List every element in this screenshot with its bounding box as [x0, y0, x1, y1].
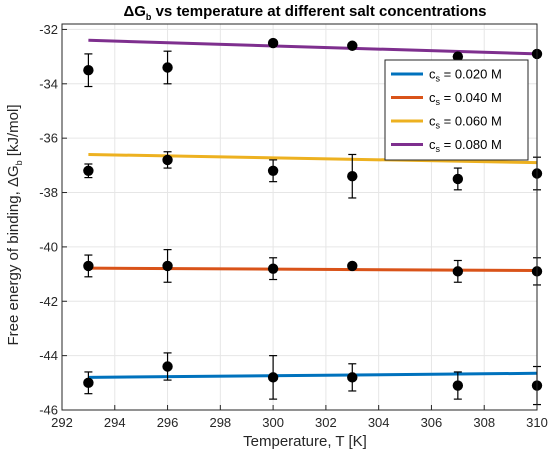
legend-label-c: c — [429, 90, 436, 105]
data-point — [83, 371, 94, 395]
legend-label-c: c — [429, 67, 436, 82]
marker — [452, 380, 464, 391]
x-tick-label: 298 — [209, 415, 231, 430]
y-tick-label: -42 — [39, 294, 58, 309]
ylabel-main: Free energy of binding, ΔG — [5, 165, 22, 345]
data-point — [347, 260, 358, 272]
y-tick-label: -36 — [39, 131, 58, 146]
legend-label-c: c — [429, 114, 436, 129]
marker — [162, 62, 173, 73]
data-point — [83, 53, 94, 88]
legend-label-sub: s — [436, 74, 441, 84]
x-tick-label: 294 — [104, 415, 126, 430]
x-tick-label: 302 — [315, 415, 337, 430]
data-point — [162, 50, 173, 85]
x-tick-label: 292 — [51, 415, 73, 430]
x-tick-label: 296 — [157, 415, 179, 430]
data-point — [452, 167, 464, 191]
title-sub: b — [146, 12, 152, 22]
legend-label-c: c — [429, 137, 436, 152]
tick-marks — [61, 28, 538, 411]
legend: cs = 0.020 Mcs = 0.040 Mcs = 0.060 Mcs =… — [384, 59, 529, 161]
marker — [347, 40, 358, 51]
y-tick-label: -46 — [39, 403, 58, 418]
ylabel-rest: [kJ/mol] — [5, 105, 22, 161]
legend-label: cs = 0.080 M — [429, 137, 502, 154]
title-main: ΔG — [123, 3, 145, 20]
x-tick-labels: 292 294 296 298 300 302 304 306 308 310 — [51, 415, 548, 430]
plot-frame — [61, 23, 538, 411]
fit-line-0.080 — [88, 38, 538, 56]
x-tick-label: 306 — [421, 415, 443, 430]
y-tick-label: -40 — [39, 239, 58, 254]
legend-label-sub: s — [436, 144, 441, 154]
legend-label-rest: = 0.080 M — [440, 137, 502, 152]
marker — [83, 260, 94, 272]
data-point — [452, 371, 464, 400]
marker — [452, 266, 464, 277]
y-tick-labels: -46 -44 -42 -40 -38 -36 -34 -32 — [39, 22, 58, 418]
ylabel-sub: b — [14, 160, 24, 165]
marker — [83, 377, 94, 389]
marker — [347, 372, 358, 383]
y-tick-label: -34 — [39, 76, 58, 91]
marker — [162, 260, 173, 272]
data-point — [452, 259, 464, 283]
data-point — [267, 355, 279, 400]
marker — [267, 263, 279, 274]
legend-label-sub: s — [436, 121, 441, 131]
data-point — [267, 37, 279, 49]
marker — [162, 154, 173, 166]
data-point — [267, 257, 279, 281]
x-axis-label: Temperature, T [K] — [243, 433, 367, 450]
data-point — [347, 153, 358, 199]
fit-line-0.060 — [88, 152, 538, 165]
x-tick-label: 304 — [368, 415, 390, 430]
y-tick-label: -44 — [39, 348, 58, 363]
marker — [452, 51, 464, 62]
data-point — [347, 40, 358, 51]
legend-label: cs = 0.060 M — [429, 114, 502, 131]
marker — [347, 171, 358, 182]
legend-label-rest: = 0.020 M — [440, 67, 502, 82]
data-point — [452, 51, 464, 62]
fit-line-0.020 — [88, 371, 538, 379]
y-axis-label: Free energy of binding, ΔGb [kJ/mol] — [5, 105, 24, 346]
data-point — [347, 363, 358, 392]
legend-label-rest: = 0.040 M — [440, 90, 502, 105]
marker — [452, 173, 464, 185]
data-point — [83, 254, 94, 278]
marker — [267, 37, 279, 49]
data-point — [83, 163, 94, 179]
data-point — [162, 352, 173, 381]
y-tick-label: -38 — [39, 185, 58, 200]
legend-label-rest: = 0.060 M — [440, 114, 502, 129]
fit-line-0.040 — [88, 266, 538, 273]
marker — [347, 260, 358, 272]
chart-title: ΔGb vs temperature at different salt con… — [123, 3, 486, 22]
title-rest: vs temperature at different salt concent… — [151, 3, 486, 20]
marker — [267, 165, 279, 176]
legend-label-sub: s — [436, 97, 441, 107]
marker — [83, 65, 94, 76]
marker — [267, 372, 279, 383]
data-points — [83, 37, 543, 406]
data-point — [267, 159, 279, 183]
marker — [162, 361, 173, 372]
legend-label: cs = 0.040 M — [429, 90, 502, 107]
marker — [83, 165, 94, 176]
x-tick-label: 310 — [526, 415, 548, 430]
legend-label: cs = 0.020 M — [429, 67, 502, 84]
y-tick-label: -32 — [39, 22, 58, 37]
data-point — [162, 249, 173, 283]
x-tick-label: 308 — [473, 415, 495, 430]
data-point — [162, 151, 173, 169]
x-tick-label: 300 — [262, 415, 284, 430]
